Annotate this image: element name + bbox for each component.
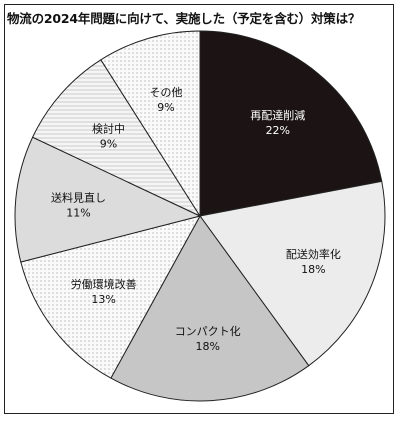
- slice-label-1: 配送効率化: [286, 247, 341, 261]
- slice-value-4: 11%: [66, 207, 90, 220]
- slice-label-5: 検討中: [92, 121, 125, 135]
- pie-slice-2: [110, 215, 310, 402]
- slice-value-3: 13%: [91, 293, 115, 306]
- slice-value-6: 9%: [157, 101, 174, 114]
- pie-slice-3: [20, 215, 201, 379]
- slice-label-0: 再配達削減: [250, 108, 305, 122]
- pie-slice-4: [14, 136, 202, 263]
- pie-slice-1: [199, 180, 386, 367]
- slice-value-5: 9%: [100, 137, 117, 150]
- slice-value-2: 18%: [195, 340, 219, 353]
- pie-slice-5: [31, 59, 202, 218]
- pie-slice-6: [100, 30, 201, 218]
- slice-label-4: 送料見直し: [51, 191, 106, 205]
- pie-slice-0: [199, 30, 383, 217]
- slice-label-2: コンパクト化: [175, 324, 241, 338]
- slice-value-0: 22%: [266, 124, 290, 137]
- chart-title: 物流の2024年問題に向けて、実施した（予定を含む）対策は？: [7, 11, 361, 26]
- slice-label-6: その他: [150, 86, 183, 99]
- slice-label-3: 労働環境改善: [71, 277, 137, 291]
- slice-value-1: 18%: [301, 263, 325, 276]
